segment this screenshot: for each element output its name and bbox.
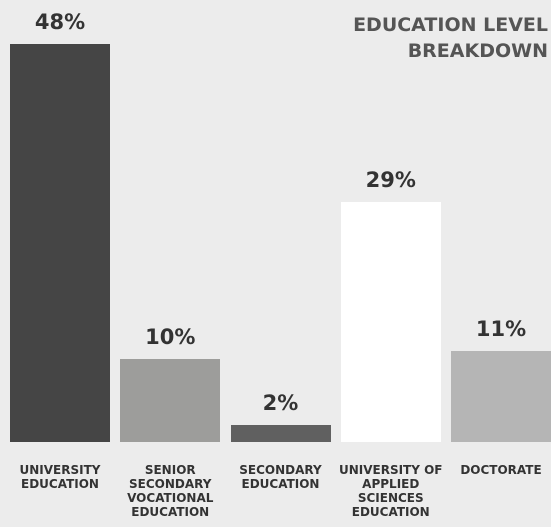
bar — [451, 350, 551, 442]
bar — [340, 201, 441, 442]
x-tick-label: SENIOR SECONDARY VOCATIONAL EDUCATION — [127, 463, 214, 519]
bar — [230, 425, 331, 442]
value-label: 2% — [262, 391, 299, 416]
x-tick-label: SECONDARY EDUCATION — [239, 463, 322, 491]
x-tick-label: DOCTORATE — [460, 463, 542, 477]
value-label: 48% — [34, 10, 86, 34]
bar — [10, 44, 110, 442]
value-label: 11% — [475, 316, 527, 341]
value-label: 10% — [145, 325, 196, 350]
chart-title: EDUCATION LEVEL BREAKDOWN — [353, 14, 548, 62]
x-tick-label: UNIVERSITY EDUCATION — [19, 463, 101, 491]
value-label: 29% — [365, 167, 416, 192]
x-tick-label: UNIVERSITY OF APPLIED SCIENCES EDUCATION — [338, 463, 443, 519]
bar — [120, 359, 221, 442]
